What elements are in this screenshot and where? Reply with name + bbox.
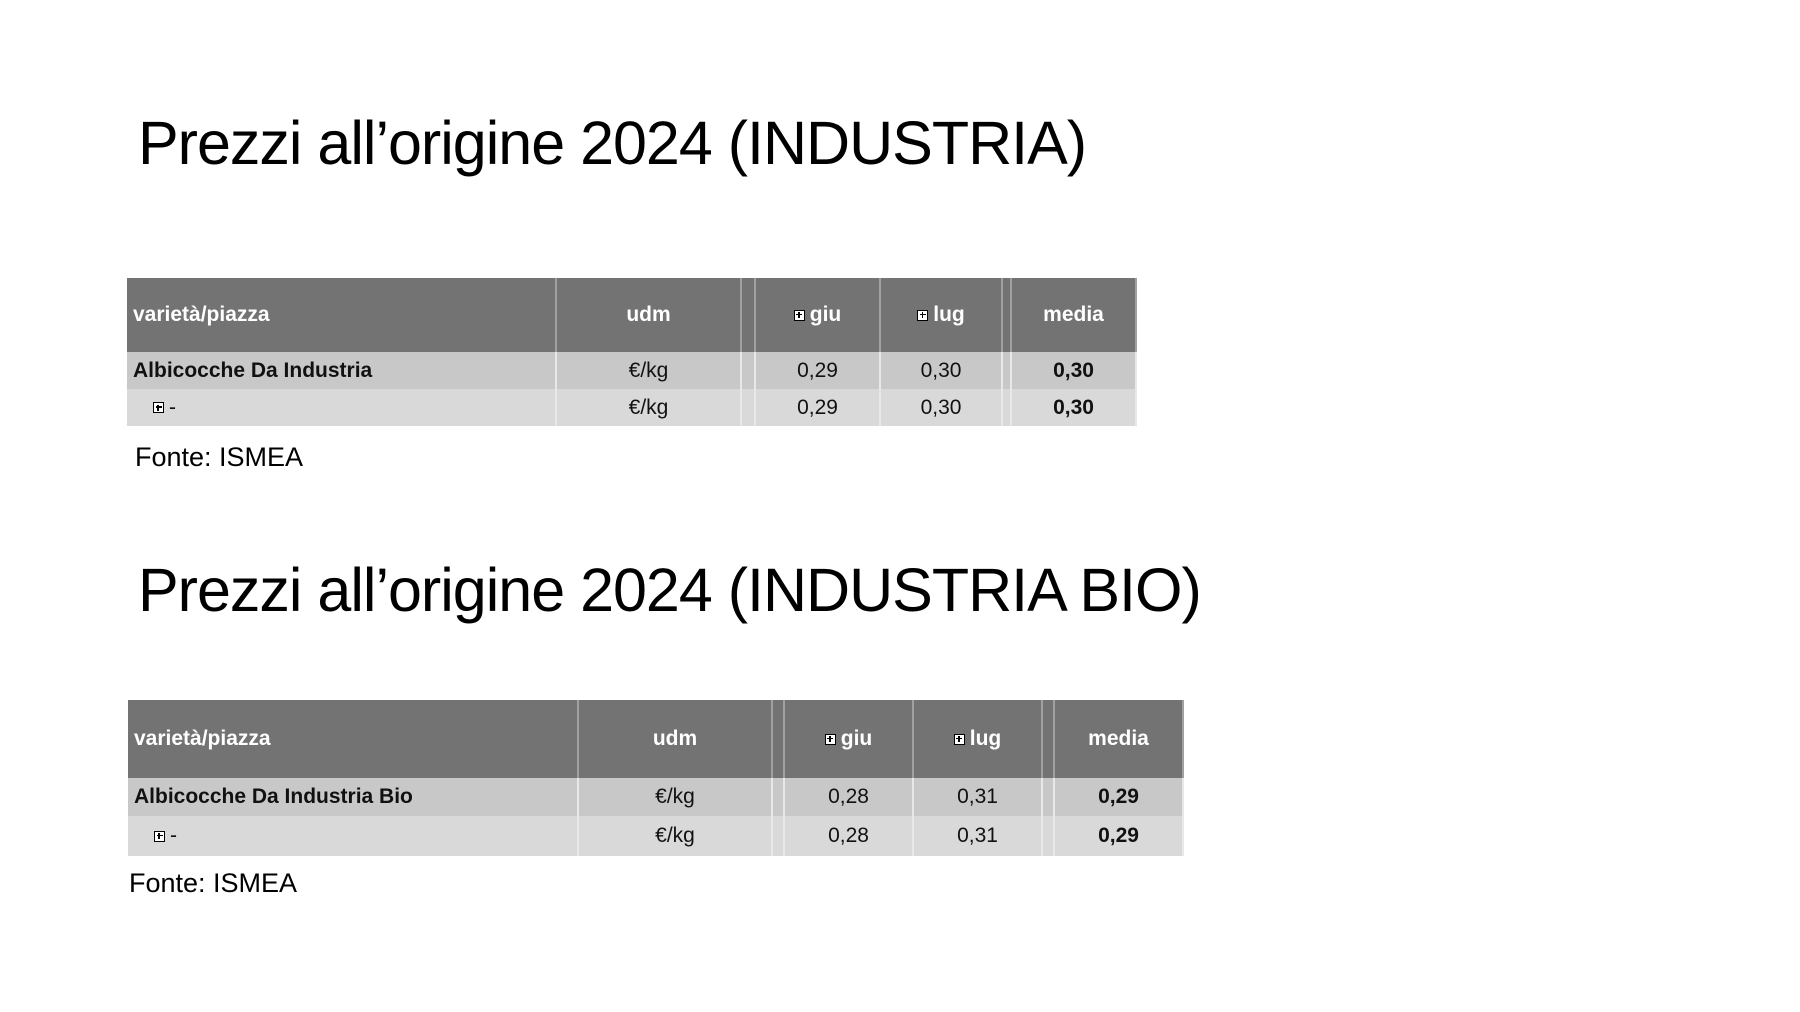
price-table: varietà/piazza udm giu lug media Albicocche D… <box>127 278 1137 426</box>
data-cell <box>1043 816 1055 856</box>
expand-icon <box>917 309 929 321</box>
data-cell: 0,28 <box>785 816 914 856</box>
data-cell <box>1043 778 1055 816</box>
data-cell: 0,28 <box>785 778 914 816</box>
data-row: - €/kg 0,29 0,30 0,30 <box>127 389 1137 426</box>
expand-icon <box>793 309 805 321</box>
data-cell: - <box>127 389 557 426</box>
source-note: Fonte: ISMEA <box>135 442 304 472</box>
data-cell: 0,31 <box>914 778 1043 816</box>
data-cell: Albicocche Da Industria Bio <box>128 778 579 816</box>
header-text: varietà/piazza <box>133 303 270 326</box>
cell-text: €/kg <box>628 358 669 382</box>
header-text: lug <box>933 303 965 326</box>
data-cell <box>773 778 785 816</box>
data-cell: Albicocche Da Industria <box>127 352 557 389</box>
data-cell: 0,30 <box>881 352 1003 389</box>
cell-text: €/kg <box>655 785 695 808</box>
expand-icon <box>953 733 965 745</box>
expand-icon <box>154 830 165 842</box>
cell-text: Albicocche Da Industria <box>133 358 373 382</box>
cell-text: 0,29 <box>1098 785 1139 808</box>
data-cell: 0,31 <box>914 816 1043 856</box>
data-cell <box>773 816 785 856</box>
data-cell: 0,30 <box>1012 389 1137 426</box>
expand-icon <box>153 402 164 413</box>
header-cell <box>1043 700 1055 778</box>
cell-text: 0,30 <box>920 395 962 419</box>
header-cell: udm <box>557 278 742 352</box>
data-cell: 0,29 <box>756 389 881 426</box>
cell-text: 0,30 <box>1053 395 1094 419</box>
header-text: varietà/piazza <box>134 727 271 750</box>
header-cell <box>773 700 785 778</box>
cell-text: 0,28 <box>828 785 869 808</box>
data-cell: €/kg <box>579 816 773 856</box>
header-cell: udm <box>579 700 773 778</box>
source-note: Fonte: ISMEA <box>129 868 298 898</box>
data-cell <box>1003 389 1012 426</box>
data-cell: 0,29 <box>1055 816 1184 856</box>
header-cell: giu <box>756 278 881 352</box>
data-row: Albicocche Da Industria Bio €/kg 0,28 0,31 0… <box>128 778 1184 816</box>
data-cell <box>1003 352 1012 389</box>
expand-icon <box>824 733 836 745</box>
data-cell: 0,30 <box>881 389 1003 426</box>
header-row: varietà/piazza udm giu lug media <box>128 700 1184 778</box>
cell-text: - <box>169 395 176 419</box>
cell-text: 0,30 <box>920 358 962 382</box>
header-cell <box>1003 278 1012 352</box>
data-cell <box>742 389 756 426</box>
data-cell: - <box>128 816 579 856</box>
header-text: giu <box>809 303 842 326</box>
cell-text: Albicocche Da Industria Bio <box>134 785 413 808</box>
data-cell: €/kg <box>579 778 773 816</box>
header-text: lug <box>969 727 1002 750</box>
data-cell <box>742 352 756 389</box>
data-row: - €/kg 0,28 0,31 0,29 <box>128 816 1184 856</box>
cell-text: 0,29 <box>1098 824 1139 847</box>
data-row: Albicocche Da Industria €/kg 0,29 0,30 0,30 <box>127 352 1137 389</box>
header-row: varietà/piazza udm giu lug media <box>127 278 1137 352</box>
header-cell: lug <box>914 700 1043 778</box>
header-cell: varietà/piazza <box>127 278 557 352</box>
data-cell: €/kg <box>557 389 742 426</box>
cell-text: - <box>170 824 177 847</box>
section-title: Prezzi all’origine 2024 (INDUSTRIA) <box>138 109 1087 177</box>
section-title: Prezzi all’origine 2024 (INDUSTRIA BIO) <box>138 556 1202 624</box>
header-cell: media <box>1055 700 1184 778</box>
header-text: media <box>1043 303 1104 326</box>
data-cell: €/kg <box>557 352 742 389</box>
price-table: varietà/piazza udm giu lug media Albicocche D… <box>128 700 1184 856</box>
cell-text: €/kg <box>655 824 695 847</box>
header-text: media <box>1088 727 1149 750</box>
cell-text: 0,30 <box>1053 358 1094 382</box>
cell-text: 0,28 <box>828 824 869 847</box>
data-cell: 0,29 <box>1055 778 1184 816</box>
header-text: udm <box>652 727 698 750</box>
header-cell: giu <box>785 700 914 778</box>
cell-text: €/kg <box>628 395 669 419</box>
cell-text: 0,31 <box>957 785 998 808</box>
data-cell: 0,29 <box>756 352 881 389</box>
cell-text: 0,29 <box>797 395 838 419</box>
cell-text: 0,31 <box>957 824 998 847</box>
header-text: udm <box>626 303 671 326</box>
header-cell: lug <box>881 278 1003 352</box>
header-text: giu <box>840 727 873 750</box>
cell-text: 0,29 <box>797 358 838 382</box>
header-cell: media <box>1012 278 1137 352</box>
header-cell <box>742 278 756 352</box>
data-cell: 0,30 <box>1012 352 1137 389</box>
header-cell: varietà/piazza <box>128 700 579 778</box>
